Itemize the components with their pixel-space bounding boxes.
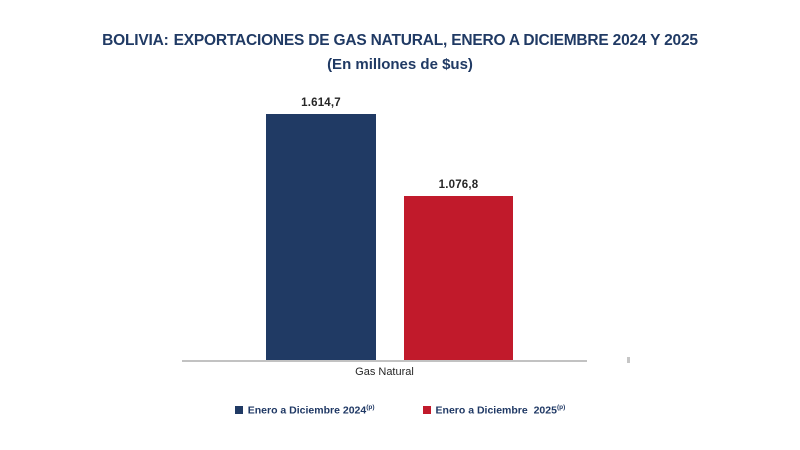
bar-2025: [404, 196, 513, 360]
bar-value-label-2025: 1.076,8: [438, 179, 479, 191]
bar-value-label-2024: 1.614,7: [301, 97, 341, 109]
chart-subtitle: (En millones de $us): [327, 56, 473, 74]
legend-swatch-2025: [422, 406, 431, 414]
chart-title-prefix: BOLIVIA:: [102, 32, 169, 49]
legend-item-2025: Enero a Diciembre 2025(p): [422, 404, 566, 417]
legend-superscript-2025: (p): [556, 404, 566, 411]
bar-column-2024: 1.614,7: [266, 95, 376, 360]
legend: Enero a Diciembre 2024(p) Enero a Diciem…: [0, 404, 800, 417]
legend-swatch-2024: [234, 406, 243, 414]
x-axis-line: [182, 360, 587, 362]
chart-title: BOLIVIA: EXPORTACIONES DE GAS NATURAL, EN…: [0, 30, 800, 76]
chart-title-line1: BOLIVIA: EXPORTACIONES DE GAS NATURAL, EN…: [0, 30, 800, 52]
x-axis-category-label: Gas Natural: [355, 366, 414, 378]
chart-title-main: EXPORTACIONES DE GAS NATURAL, ENERO A DI…: [173, 32, 698, 49]
bar-column-2025: 1.076,8: [404, 95, 513, 360]
plot-area: 1.614,7 1.076,8: [182, 95, 587, 360]
legend-item-2024: Enero a Diciembre 2024(p): [234, 404, 375, 417]
legend-label-2025: Enero a Diciembre 2025(p): [435, 404, 566, 417]
legend-label-2024: Enero a Diciembre 2024(p): [247, 404, 375, 417]
bar-2024: [266, 114, 376, 360]
legend-superscript-2024: (p): [366, 404, 375, 411]
axis-end-tick: [627, 357, 630, 363]
